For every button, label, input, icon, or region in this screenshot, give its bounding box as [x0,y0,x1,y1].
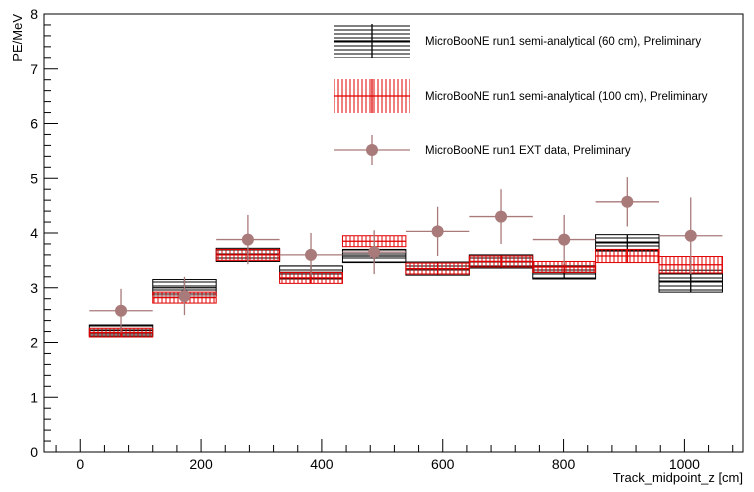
y-tick-label: 7 [30,61,38,77]
x-tick-label: 600 [431,456,455,472]
y-tick-label: 6 [30,116,38,132]
legend-symbol [366,144,378,156]
x-tick-label: 1000 [669,456,700,472]
data-point [495,210,508,223]
legend-label: MicroBooNE run1 EXT data, Preliminary [425,145,631,157]
data-point [431,225,444,238]
data-point [621,195,634,208]
y-axis-title: PE/MeV [10,14,25,62]
x-tick-label: 200 [189,456,213,472]
y-tick-label: 1 [30,389,38,405]
data-point [684,229,697,242]
x-axis-title: Track_midpoint_z [cm] [613,470,743,485]
legend-label: MicroBooNE run1 semi-analytical (100 cm)… [425,91,708,103]
y-tick-label: 5 [30,170,38,186]
x-tick-label: 800 [552,456,576,472]
data-point [305,248,318,261]
x-tick-label: 0 [76,456,84,472]
legend-label: MicroBooNE run1 semi-analytical (60 cm),… [425,36,701,48]
data-point [178,289,191,302]
y-tick-label: 0 [30,444,38,460]
x-tick-label: 400 [310,456,334,472]
data-point [368,246,381,259]
y-tick-label: 3 [30,280,38,296]
y-tick-label: 2 [30,335,38,351]
data-point [115,304,128,317]
data-point [241,233,254,246]
y-tick-label: 4 [30,225,38,241]
y-tick-label: 8 [30,6,38,22]
data-point [558,233,571,246]
